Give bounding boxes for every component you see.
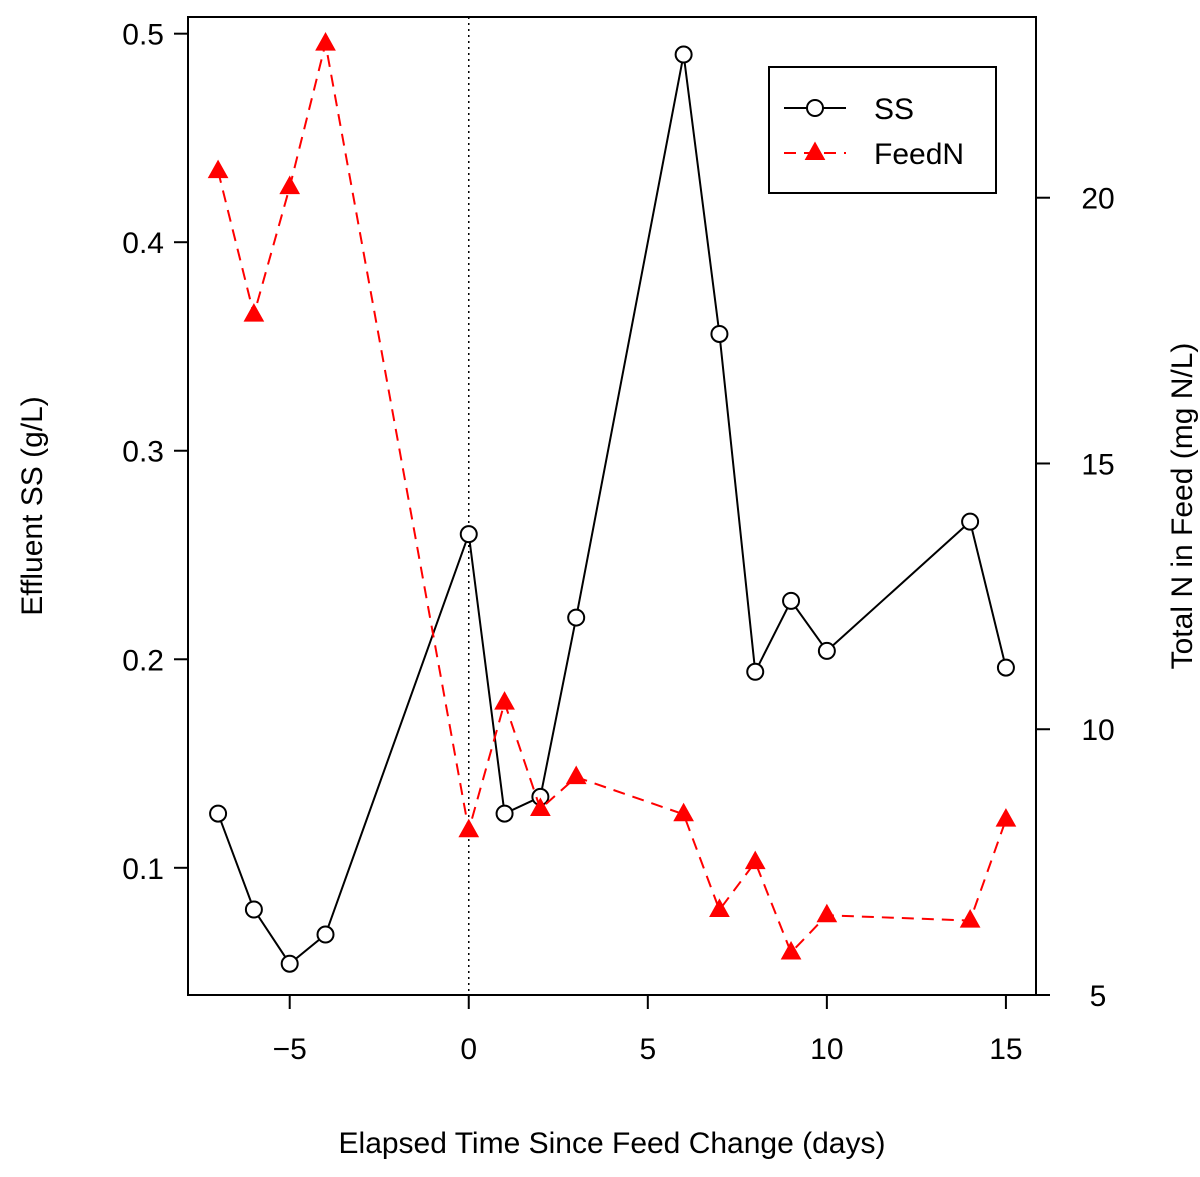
y2-tick-label: 5 <box>1090 980 1107 1013</box>
y-axis-left: 0.1 0.2 0.3 0.4 0.5 <box>122 19 189 886</box>
y-tick-label: 0.1 <box>122 853 164 886</box>
x-tick-label: −5 <box>273 1033 307 1066</box>
data-point-ss <box>459 525 478 544</box>
x-axis: −5 0 5 10 15 <box>273 994 1023 1066</box>
data-point-ss <box>817 641 836 660</box>
y-axis-right: 5 10 15 20 <box>1035 183 1115 1013</box>
x-axis-title: Elapsed Time Since Feed Change (days) <box>339 1127 886 1160</box>
legend-marker-feedn <box>804 141 826 160</box>
data-point-feedn <box>780 940 802 960</box>
data-point-ss <box>996 658 1015 677</box>
data-point-feedn <box>207 159 229 179</box>
y2-tick-label: 10 <box>1081 714 1114 747</box>
data-point-ss <box>316 925 335 944</box>
data-point-ss <box>209 804 228 823</box>
data-point-ss <box>495 804 514 823</box>
data-point-ss <box>782 591 801 610</box>
data-point-feedn <box>458 818 480 838</box>
y2-axis-title: Total N in Feed (mg N/L) <box>1166 343 1199 670</box>
y-tick-label: 0.2 <box>122 644 164 677</box>
data-point-feedn <box>565 765 587 785</box>
data-point-feedn <box>673 802 694 822</box>
legend-marker-ss <box>806 99 824 117</box>
data-point-ss <box>961 512 980 531</box>
x-tick-label: 10 <box>810 1033 843 1066</box>
data-point-feedn <box>816 903 838 923</box>
data-point-feedn <box>494 691 515 710</box>
x-tick-label: 5 <box>639 1033 656 1066</box>
data-point-ss <box>710 324 729 343</box>
y2-tick-label: 20 <box>1081 183 1114 216</box>
data-point-feedn <box>530 797 551 816</box>
data-point-ss <box>280 954 299 973</box>
series-layer <box>207 32 1017 973</box>
data-point-ss <box>746 662 765 681</box>
y-axis-title: Effluent SS (g/L) <box>16 396 49 616</box>
data-point-ss <box>244 900 263 919</box>
data-point-feedn <box>243 303 265 322</box>
y-tick-label: 0.3 <box>122 436 164 469</box>
x-tick-label: 0 <box>460 1033 477 1066</box>
data-point-feedn <box>709 898 730 917</box>
data-point-ss <box>567 608 586 627</box>
data-point-feedn <box>959 909 981 928</box>
data-point-ss <box>674 45 693 64</box>
y-tick-label: 0.5 <box>122 19 164 52</box>
data-point-feedn <box>315 32 336 51</box>
data-point-feedn <box>995 808 1017 827</box>
legend: SS FeedN <box>768 66 997 194</box>
legend-label-ss: SS <box>874 93 914 126</box>
x-tick-label: 15 <box>989 1033 1022 1066</box>
y-tick-label: 0.4 <box>122 227 164 260</box>
data-point-feedn <box>744 850 766 870</box>
legend-entries: SS FeedN <box>784 93 964 171</box>
legend-box <box>768 66 997 194</box>
data-point-feedn <box>279 175 301 195</box>
series-feedn <box>207 32 1017 960</box>
series-ss <box>209 45 1015 973</box>
legend-label-feedn: FeedN <box>874 138 964 171</box>
y2-tick-label: 15 <box>1081 448 1114 481</box>
